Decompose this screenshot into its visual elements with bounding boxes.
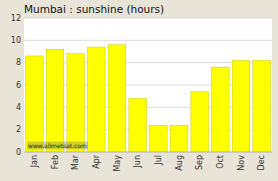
x-axis: Jan Feb Mar Apr May Jun Jul Aug Sep Oct Nov Dec: [24, 152, 272, 172]
y-tick-label: 8: [16, 58, 21, 67]
plot-background: [24, 18, 272, 152]
x-tick-label: Nov: [237, 155, 246, 171]
bar: [108, 45, 126, 152]
y-tick-label: 10: [11, 36, 21, 45]
x-tick-label: Jun: [133, 155, 142, 169]
bar: [191, 92, 209, 152]
watermark-text: www.allmetsat.com: [28, 142, 87, 149]
grid: [24, 18, 272, 152]
bar: [88, 47, 106, 152]
bar: [46, 49, 64, 152]
bar: [67, 54, 85, 152]
watermark: www.allmetsat.com: [27, 142, 88, 150]
x-tick-label: Dec: [257, 155, 266, 170]
bars: [26, 45, 271, 152]
x-tick-label: Sep: [195, 155, 204, 170]
watermark-background: [27, 142, 88, 150]
x-tick-label: May: [113, 155, 122, 172]
y-tick-label: 6: [16, 81, 21, 90]
bar: [212, 67, 230, 152]
bar: [253, 60, 271, 152]
x-tick-label: Feb: [51, 155, 60, 169]
x-tick-label: Aug: [175, 155, 184, 171]
chart: 0 2 4 6 8 10 12 Jan Feb Mar Apr May Jun Jul Aug Sep Oct N…: [0, 0, 278, 181]
y-axis: 0 2 4 6 8 10 12: [11, 14, 21, 157]
grid-line: [24, 18, 272, 19]
grid-line: [24, 40, 272, 41]
chart-svg: 0 2 4 6 8 10 12 Jan Feb Mar Apr May Jun Jul Aug Sep Oct N…: [0, 0, 278, 181]
bar: [170, 125, 188, 152]
y-tick-label: 4: [16, 103, 21, 112]
bar: [232, 60, 250, 152]
x-tick-label: Mar: [71, 154, 80, 170]
x-tick-label: Jul: [154, 155, 163, 166]
bar: [129, 98, 147, 152]
y-tick-label: 12: [11, 14, 21, 23]
x-axis-line: [24, 152, 272, 153]
bar: [150, 125, 168, 152]
y-tick-label: 0: [16, 148, 21, 157]
title: Mumbai : sunshine (hours): [24, 3, 164, 15]
x-tick-label: Apr: [92, 154, 101, 169]
bar: [26, 56, 44, 152]
x-tick-label: Oct: [216, 155, 225, 169]
x-tick-label: Jan: [30, 155, 39, 168]
y-tick-label: 2: [16, 125, 21, 134]
